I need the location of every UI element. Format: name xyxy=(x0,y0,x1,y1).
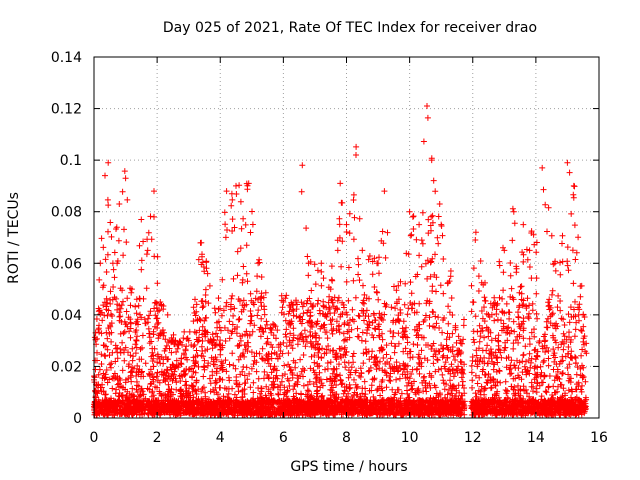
x-tick-labels: 0 2 4 6 8 10 12 14 16 xyxy=(90,430,608,446)
x-axis-label: GPS time / hours xyxy=(290,459,407,475)
y-tick-label: 0.08 xyxy=(51,205,82,221)
x-tick-label: 16 xyxy=(590,430,608,446)
x-tick-label: 2 xyxy=(153,430,162,446)
y-tick-label: 0.14 xyxy=(51,50,82,66)
chart-title: Day 025 of 2021, Rate Of TEC Index for r… xyxy=(163,20,537,36)
x-tick-label: 12 xyxy=(464,430,482,446)
x-tick-label: 14 xyxy=(527,430,545,446)
y-tick-label: 0.02 xyxy=(51,359,82,375)
y-tick-label: 0.12 xyxy=(51,102,82,118)
y-tick-label: 0.04 xyxy=(51,308,82,324)
y-tick-label: 0.1 xyxy=(60,153,82,169)
x-tick-label: 8 xyxy=(342,430,351,446)
x-tick-label: 6 xyxy=(279,430,288,446)
x-tick-label: 10 xyxy=(401,430,419,446)
x-tick-label: 4 xyxy=(216,430,225,446)
y-tick-label: 0 xyxy=(73,411,82,427)
y-tick-labels: 0 0.02 0.04 0.06 0.08 0.1 0.12 0.14 xyxy=(51,50,82,427)
roti-markers xyxy=(91,103,590,419)
x-tick-label: 0 xyxy=(90,430,99,446)
data-points xyxy=(91,103,590,419)
y-axis-label: ROTI / TECUs xyxy=(6,192,22,284)
y-tick-label: 0.06 xyxy=(51,256,82,272)
axis-ticks xyxy=(93,56,600,419)
